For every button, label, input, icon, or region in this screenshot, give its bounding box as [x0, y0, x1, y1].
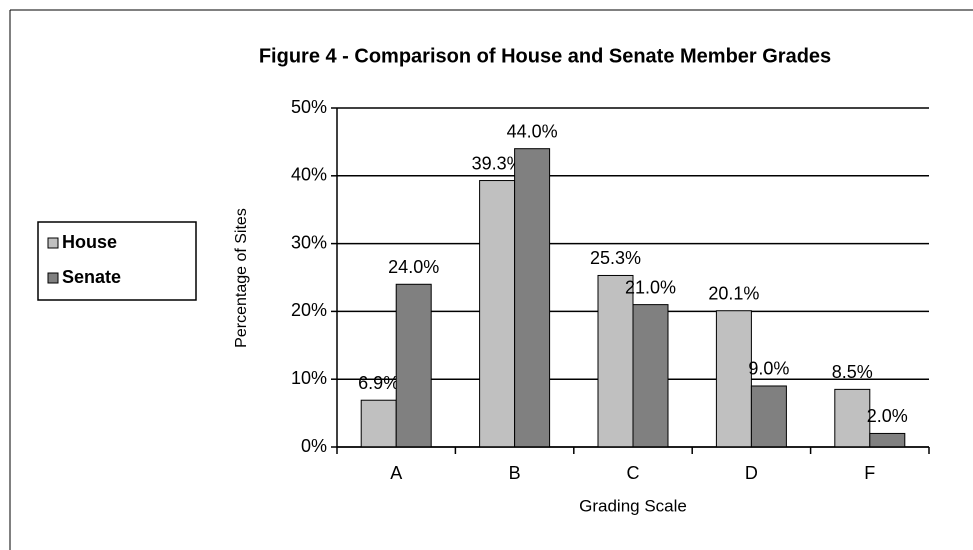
x-tick-label: A	[390, 463, 402, 483]
data-label: 20.1%	[708, 283, 759, 303]
bar	[597, 274, 634, 448]
bar	[715, 310, 752, 448]
legend-swatch	[47, 272, 59, 284]
bar	[750, 385, 787, 448]
data-label: 44.0%	[507, 121, 558, 141]
y-tick-label: 10%	[291, 368, 327, 388]
data-label: 6.9%	[358, 373, 399, 393]
legend-swatch	[47, 237, 59, 249]
y-tick-label: 0%	[301, 436, 327, 456]
x-tick-label: F	[864, 463, 875, 483]
bar	[479, 180, 516, 448]
bar	[869, 432, 906, 448]
y-axis-label: Percentage of Sites	[233, 208, 250, 348]
x-tick-label: B	[509, 463, 521, 483]
y-tick-label: 30%	[291, 232, 327, 252]
legend-box	[37, 221, 197, 301]
bar	[395, 283, 432, 448]
data-label: 2.0%	[867, 406, 908, 426]
data-label: 9.0%	[748, 359, 789, 379]
x-axis-label: Grading Scale	[579, 496, 687, 515]
data-label: 21.0%	[625, 277, 676, 297]
y-tick-label: 20%	[291, 300, 327, 320]
legend-label: Senate	[62, 267, 121, 287]
bar	[514, 148, 551, 448]
data-label: 24.0%	[388, 257, 439, 277]
y-tick-label: 50%	[291, 97, 327, 117]
data-label: 8.5%	[832, 362, 873, 382]
bar	[632, 304, 669, 448]
chart-title: Figure 4 - Comparison of House and Senat…	[259, 45, 831, 67]
legend-label: House	[62, 232, 117, 252]
bar	[360, 399, 397, 448]
bar	[834, 388, 871, 448]
y-tick-label: 40%	[291, 165, 327, 185]
data-label: 39.3%	[472, 153, 523, 173]
x-tick-label: C	[627, 463, 640, 483]
data-label: 25.3%	[590, 248, 641, 268]
x-tick-label: D	[745, 463, 758, 483]
